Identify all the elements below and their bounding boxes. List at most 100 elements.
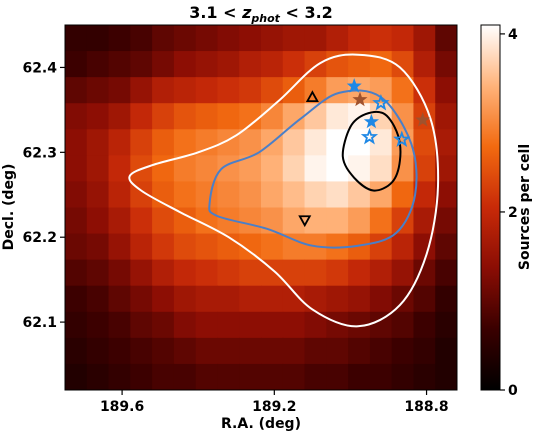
heatmap-cell — [217, 51, 240, 78]
heatmap-cell — [108, 233, 131, 261]
heatmap-cell — [326, 25, 349, 52]
heatmap-cell — [326, 207, 349, 235]
heatmap-cell — [65, 363, 88, 390]
colorbar-tick-label: 0 — [508, 383, 518, 399]
heatmap-cell — [108, 285, 131, 313]
heatmap-cell — [304, 337, 327, 365]
heatmap-cell — [217, 25, 240, 52]
heatmap-cell — [86, 155, 110, 183]
heatmap-cell — [391, 233, 415, 261]
heatmap-cell — [239, 363, 262, 390]
heatmap-cell — [326, 181, 349, 209]
heatmap-cell — [217, 181, 240, 209]
heatmap-cell — [348, 233, 371, 261]
heatmap-cell — [173, 259, 197, 287]
y-axis-label: Decl. (deg) — [1, 164, 17, 251]
heatmap-cell — [391, 51, 415, 78]
heatmap-cell — [239, 311, 262, 339]
heatmap-cell — [239, 337, 262, 365]
heatmap-cell — [239, 103, 262, 130]
heatmap-cell — [65, 337, 88, 365]
heatmap-cell — [261, 285, 284, 313]
heatmap-cell — [413, 259, 436, 287]
heatmap-cell — [369, 363, 393, 390]
heatmap-cell — [282, 103, 306, 130]
heatmap-cell — [108, 259, 131, 287]
heatmap-cell — [108, 103, 131, 130]
heatmap-cell — [130, 207, 153, 235]
heatmap-cell — [413, 25, 436, 52]
heatmap-cell — [86, 181, 110, 209]
heatmap-cell — [195, 51, 219, 78]
heatmap-cell — [413, 363, 436, 390]
heatmap-cell — [195, 129, 219, 156]
heatmap-cell — [304, 207, 327, 235]
heatmap-cell — [173, 337, 197, 365]
heatmap-cell — [369, 285, 393, 313]
heatmap-cell — [435, 103, 457, 130]
heatmap-cell — [108, 181, 131, 209]
heatmap-cell — [130, 337, 153, 365]
heatmap-cell — [413, 129, 436, 156]
heatmap-cell — [261, 25, 284, 52]
heatmap-cell — [195, 103, 219, 130]
heatmap-cell — [261, 181, 284, 209]
heatmap-cell — [130, 25, 153, 52]
heatmap-cell — [348, 51, 371, 78]
contour-lines — [128, 53, 440, 328]
heatmap-cell — [217, 77, 240, 104]
heatmap-cell — [282, 285, 306, 313]
heatmap-cell — [108, 363, 131, 390]
heatmap-cell — [435, 259, 457, 287]
heatmap-cell — [173, 311, 197, 339]
heatmap-cell — [391, 181, 415, 209]
heatmap-cell — [282, 77, 306, 104]
heatmap-cell — [195, 155, 219, 183]
heatmap-cell — [304, 181, 327, 209]
heatmap-cell — [152, 285, 175, 313]
heatmap-cell — [282, 311, 306, 339]
heatmap-cell — [261, 103, 284, 130]
chart-title: 3.1 < zphot < 3.2 — [189, 3, 333, 25]
heatmap-cell — [261, 337, 284, 365]
heatmap-cell — [86, 285, 110, 313]
heatmap-cell — [348, 129, 371, 156]
heatmap-cell — [282, 155, 306, 183]
heatmap-cell — [369, 337, 393, 365]
heatmap-cell — [282, 259, 306, 287]
heatmap-cell — [130, 285, 153, 313]
heatmap-cell — [261, 259, 284, 287]
heatmap-cell — [391, 25, 415, 52]
heatmap-cell — [239, 207, 262, 235]
heatmap-cell — [173, 103, 197, 130]
heatmap-cell — [304, 129, 327, 156]
heatmap-cell — [152, 337, 175, 365]
heatmap-cell — [86, 51, 110, 78]
marker-triangle-down-open — [298, 215, 312, 228]
heatmap-cell — [369, 233, 393, 261]
marker-star-open — [372, 94, 390, 111]
heatmap-cell — [304, 363, 327, 390]
heatmap-cell — [130, 77, 153, 104]
heatmap-cell — [369, 207, 393, 235]
heatmap-cell — [173, 233, 197, 261]
heatmap-cell — [282, 207, 306, 235]
heatmap-cell — [195, 181, 219, 209]
colorbar-tick-label: 2 — [508, 205, 518, 221]
heatmap-cell — [435, 285, 457, 313]
heatmap-cell — [435, 129, 457, 156]
heatmap-cell — [217, 207, 240, 235]
marker-star-filled — [346, 78, 362, 93]
heatmap-cell — [108, 51, 131, 78]
heatmap-cell — [86, 363, 110, 390]
heatmap-cell — [369, 311, 393, 339]
heatmap-cell — [65, 259, 88, 287]
heatmap-cells — [65, 25, 457, 390]
heatmap-cell — [326, 155, 349, 183]
heatmap-cell — [435, 363, 457, 390]
heatmap-cell — [217, 259, 240, 287]
heatmap-cell — [282, 51, 306, 78]
heatmap-cell — [261, 77, 284, 104]
heatmap-cell — [65, 233, 88, 261]
